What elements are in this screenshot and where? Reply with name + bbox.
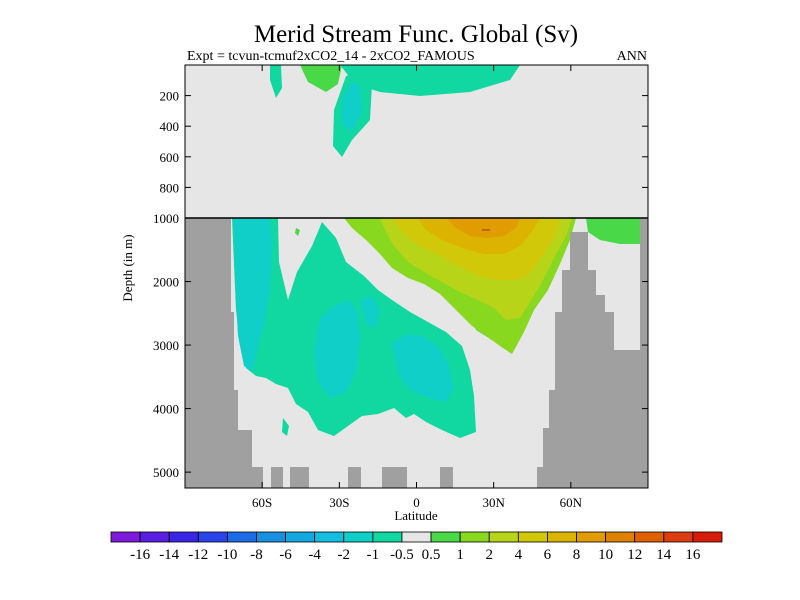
colorbar-label: -12 xyxy=(188,547,208,563)
y-tick-label: 2000 xyxy=(153,275,179,290)
y-tick-label: 1000 xyxy=(153,211,179,226)
colorbar-label: -8 xyxy=(250,547,263,563)
colorbar-label: -16 xyxy=(130,547,150,563)
chart-subtitle-left: Expt = tcvun-tcmuf2xCO2_14 - 2xCO2_FAMOU… xyxy=(187,49,475,64)
colorbar-swatch xyxy=(576,531,607,543)
colorbar-swatch xyxy=(634,531,665,543)
chart-title: Merid Stream Func. Global (Sv) xyxy=(254,21,578,48)
colorbar-swatch xyxy=(692,531,723,543)
contour-region-positive xyxy=(446,218,520,238)
colorbar-label: -14 xyxy=(159,547,179,563)
y-tick-label: 5000 xyxy=(153,465,179,480)
colorbar-label: 10 xyxy=(598,547,613,563)
y-tick-label: 600 xyxy=(160,150,180,165)
colorbar-swatch xyxy=(459,531,490,543)
colorbar-label: -2 xyxy=(338,547,351,563)
contour-region xyxy=(270,65,282,98)
colorbar-swatch xyxy=(401,531,432,543)
colorbar-label: 6 xyxy=(544,547,552,563)
colorbar-label: -10 xyxy=(217,547,237,563)
x-axis-label: Latitude xyxy=(394,508,438,523)
colorbar-swatch xyxy=(343,531,374,543)
colorbar-label: 4 xyxy=(515,547,523,563)
contour-region xyxy=(300,65,342,92)
land-ridge xyxy=(271,467,283,488)
colorbar-label: -4 xyxy=(308,547,321,563)
colorbar-swatch xyxy=(226,531,257,543)
colorbar-label: 2 xyxy=(485,547,493,563)
colorbar-label: -0.5 xyxy=(390,547,414,563)
land-northern xyxy=(537,218,648,488)
land-ridge xyxy=(348,467,361,488)
colorbar-swatch xyxy=(139,531,170,543)
colorbar-label: -6 xyxy=(279,547,292,563)
land-ridge xyxy=(290,467,309,488)
colorbar-swatch xyxy=(110,531,141,543)
top-panel-contours xyxy=(270,65,520,157)
colorbar-swatch xyxy=(256,531,286,543)
colorbar-label: -1 xyxy=(367,547,380,563)
x-tick-label: 0 xyxy=(413,495,420,510)
colorbar-label: 16 xyxy=(685,547,701,563)
bottom-panel-contours xyxy=(232,218,647,438)
y-tick-label: 200 xyxy=(160,89,180,104)
x-tick-label: 60S xyxy=(252,495,272,510)
y-tick-label: 4000 xyxy=(153,402,179,417)
land-ridge xyxy=(440,467,453,488)
colorbar-swatch xyxy=(430,531,461,543)
colorbar-swatch xyxy=(314,531,345,543)
chart-subtitle-right: ANN xyxy=(617,49,647,64)
y-tick-label: 800 xyxy=(160,180,180,195)
colorbar-label: 8 xyxy=(573,547,581,563)
colorbar-swatch xyxy=(197,531,228,543)
colorbar-label: 0.5 xyxy=(422,547,441,563)
y-axis-label: Depth (in m) xyxy=(120,234,135,301)
contour-region-negative xyxy=(282,418,289,436)
x-tick-label: 30S xyxy=(329,495,349,510)
contour-region-negative xyxy=(360,296,380,328)
land-ridge xyxy=(382,467,407,488)
contour-region-positive xyxy=(586,218,647,244)
y-tick-label: 400 xyxy=(160,119,180,134)
x-tick-label: 60N xyxy=(560,495,583,510)
contour-region xyxy=(342,82,362,132)
colorbar-swatch xyxy=(663,531,694,543)
land-mask xyxy=(185,218,648,488)
x-tick-label: 30N xyxy=(482,495,505,510)
colorbar-swatch xyxy=(285,531,316,543)
contour-region-negative xyxy=(392,334,454,402)
colorbar-swatch xyxy=(488,531,519,543)
colorbar-label: 12 xyxy=(627,547,642,563)
colorbar-swatch xyxy=(517,531,548,543)
colorbar-label: 1 xyxy=(456,547,464,563)
contour-region xyxy=(340,65,520,96)
axis-ticks: 200 400 600 800 1000 2000 3000 4000 5000 60S 30S 0 3… xyxy=(153,65,648,510)
colorbar-swatch xyxy=(168,531,199,543)
colorbar-swatch xyxy=(547,531,577,543)
colorbar-swatch xyxy=(372,531,403,543)
colorbar-swatch xyxy=(605,531,636,543)
colorbar: -16 -14 -12 -10 -8 -6 -4 -2 -1 -0.5 0.5 1 2 4 6 8 10 12 14… xyxy=(110,531,723,563)
land-southern xyxy=(185,218,263,488)
y-tick-label: 3000 xyxy=(153,338,179,353)
colorbar-label: 14 xyxy=(656,547,672,563)
contour-region-negative xyxy=(314,300,360,398)
contour-region-positive xyxy=(295,228,300,236)
contour-region-negative xyxy=(234,218,272,372)
